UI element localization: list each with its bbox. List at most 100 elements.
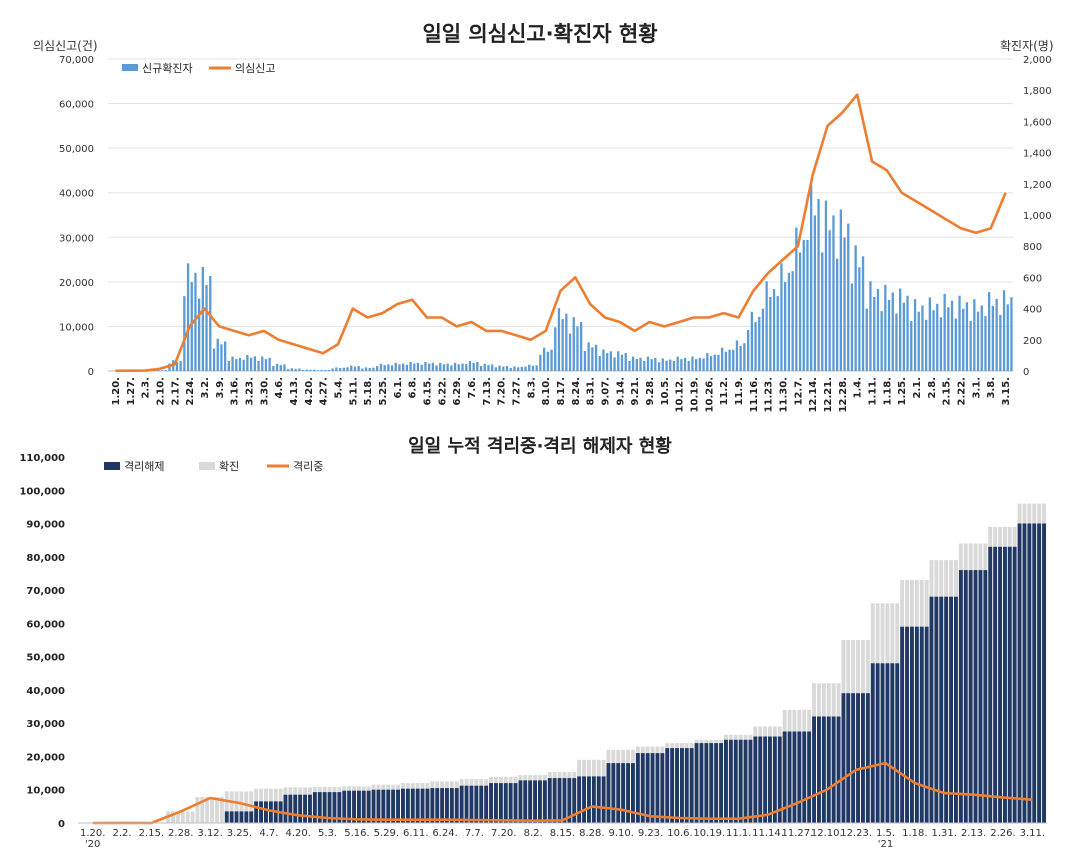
released-cumulative-bar (650, 753, 655, 823)
confirmed-cumulative-bar (215, 797, 219, 823)
confirmed-bar (591, 347, 594, 371)
confirmed-bar (350, 365, 353, 371)
released-cumulative-bar (821, 716, 826, 823)
chart2-x-tick: 3.11. (1020, 828, 1045, 839)
released-cumulative-bar (611, 763, 616, 823)
confirmed-bar (557, 308, 561, 371)
confirmed-bar (387, 364, 390, 371)
confirmed-bar (424, 362, 427, 371)
confirmed-bar (950, 300, 954, 371)
chart2-x-tick: 10.6. (667, 828, 692, 839)
chart2-x-tick: 7.20. (491, 828, 516, 839)
released-cumulative-bar (542, 780, 547, 823)
confirmed-bar (457, 364, 460, 371)
released-cumulative-bar (601, 776, 606, 823)
chart1-x-tick: 7.6. (467, 377, 478, 399)
released-cumulative-bar (312, 792, 317, 823)
confirmed-bar (487, 365, 490, 371)
confirmed-bar (313, 369, 316, 371)
confirmed-bar (695, 359, 698, 371)
chart2-y-tick: 110,000 (19, 453, 65, 464)
confirmed-bar (439, 362, 442, 371)
chart1-right-tick: 800 (1023, 242, 1042, 253)
chart2-year-label: '21 (878, 839, 893, 849)
chart1-x-tick: 11.30. (779, 377, 790, 412)
released-cumulative-bar (861, 693, 865, 823)
chart1-right-tick: 200 (1023, 336, 1042, 347)
isolating-line (92, 761, 1033, 825)
chart2-x-tick: 1.5. (876, 828, 895, 839)
confirmed-bar (680, 359, 683, 371)
confirmed-bar (179, 361, 182, 371)
confirmed-bar (494, 367, 497, 371)
released-cumulative-bar (851, 693, 856, 823)
confirmed-bar (194, 272, 197, 371)
released-cumulative-bar (714, 743, 719, 823)
released-cumulative-bar (523, 780, 528, 823)
released-cumulative-bar (352, 790, 356, 823)
chart1-x-tick: 4.13. (289, 377, 300, 405)
released-cumulative-bar (895, 663, 900, 823)
chart2-x-tick: 1.20. (80, 828, 105, 839)
confirmed-bar (1010, 297, 1013, 371)
confirmed-bar (453, 362, 457, 371)
confirmed-bar (609, 351, 612, 371)
chart2-x-tick: 10.19. (693, 828, 725, 839)
confirmed-bar (253, 356, 256, 371)
confirmed-bar (772, 289, 776, 371)
chart1-x-tick: 3.15. (1001, 377, 1012, 405)
released-cumulative-bar (738, 739, 743, 823)
chart2-x-tick: 2.13. (961, 828, 986, 839)
chart1-x-tick: 8.24. (571, 377, 582, 405)
confirmed-bar (921, 305, 924, 371)
released-cumulative-bar (782, 731, 787, 823)
confirmed-bar (461, 363, 464, 371)
released-cumulative-bar (347, 790, 352, 823)
confirmed-bar (669, 359, 672, 371)
confirmed-bar (602, 349, 605, 371)
chart2-y-tick: 50,000 (26, 653, 65, 664)
released-cumulative-bar (494, 783, 498, 823)
chart1-x-tick: 7.27. (511, 377, 522, 405)
confirmed-bar (394, 362, 397, 371)
released-cumulative-bar (640, 753, 645, 823)
confirmed-bar (776, 296, 779, 371)
chart1-x-tick: 5.18. (363, 377, 374, 405)
confirmed-bar (264, 359, 268, 371)
released-cumulative-bar (415, 788, 420, 823)
confirmed-bar (390, 365, 394, 371)
chart2-y-tick: 0 (58, 819, 65, 830)
confirmed-cumulative-bar (229, 791, 234, 823)
released-cumulative-bar (371, 789, 376, 823)
chart1-x-tick: 1.27. (126, 377, 137, 405)
released-cumulative-bar (743, 739, 748, 823)
confirmed-bar (665, 360, 668, 371)
confirmed-bar (342, 367, 345, 371)
legend-confirmed-label: 확진 (219, 460, 239, 473)
confirmed-bar (479, 366, 483, 371)
chart1-x-tick: 9.07. (601, 377, 612, 405)
released-cumulative-bar (812, 716, 816, 823)
chart1-x-tick: 2.3. (141, 377, 152, 399)
confirmed-bar (368, 368, 371, 371)
chart2-x-tick: 2.28. (168, 828, 193, 839)
confirmed-bar (709, 356, 713, 371)
confirmed-bar (828, 230, 831, 371)
confirmed-bar (539, 354, 542, 371)
confirmed-bar (939, 317, 943, 371)
released-cumulative-bar (244, 811, 249, 823)
confirmed-bar (505, 366, 509, 371)
released-cumulative-bar (337, 792, 342, 823)
released-cumulative-bar (547, 778, 552, 823)
confirmed-bar (272, 366, 275, 371)
confirmed-bar (379, 363, 383, 371)
chart2-x-tick: 3.12. (197, 828, 222, 839)
released-cumulative-bar (900, 626, 905, 823)
confirmed-bar (339, 368, 342, 371)
chart2-x-tick: 4.7. (259, 828, 278, 839)
confirmed-bar (798, 252, 802, 371)
released-cumulative-bar (626, 763, 630, 823)
confirmed-cumulative-bar (200, 797, 205, 823)
confirmed-bar (858, 267, 861, 371)
confirmed-bar (283, 364, 286, 371)
